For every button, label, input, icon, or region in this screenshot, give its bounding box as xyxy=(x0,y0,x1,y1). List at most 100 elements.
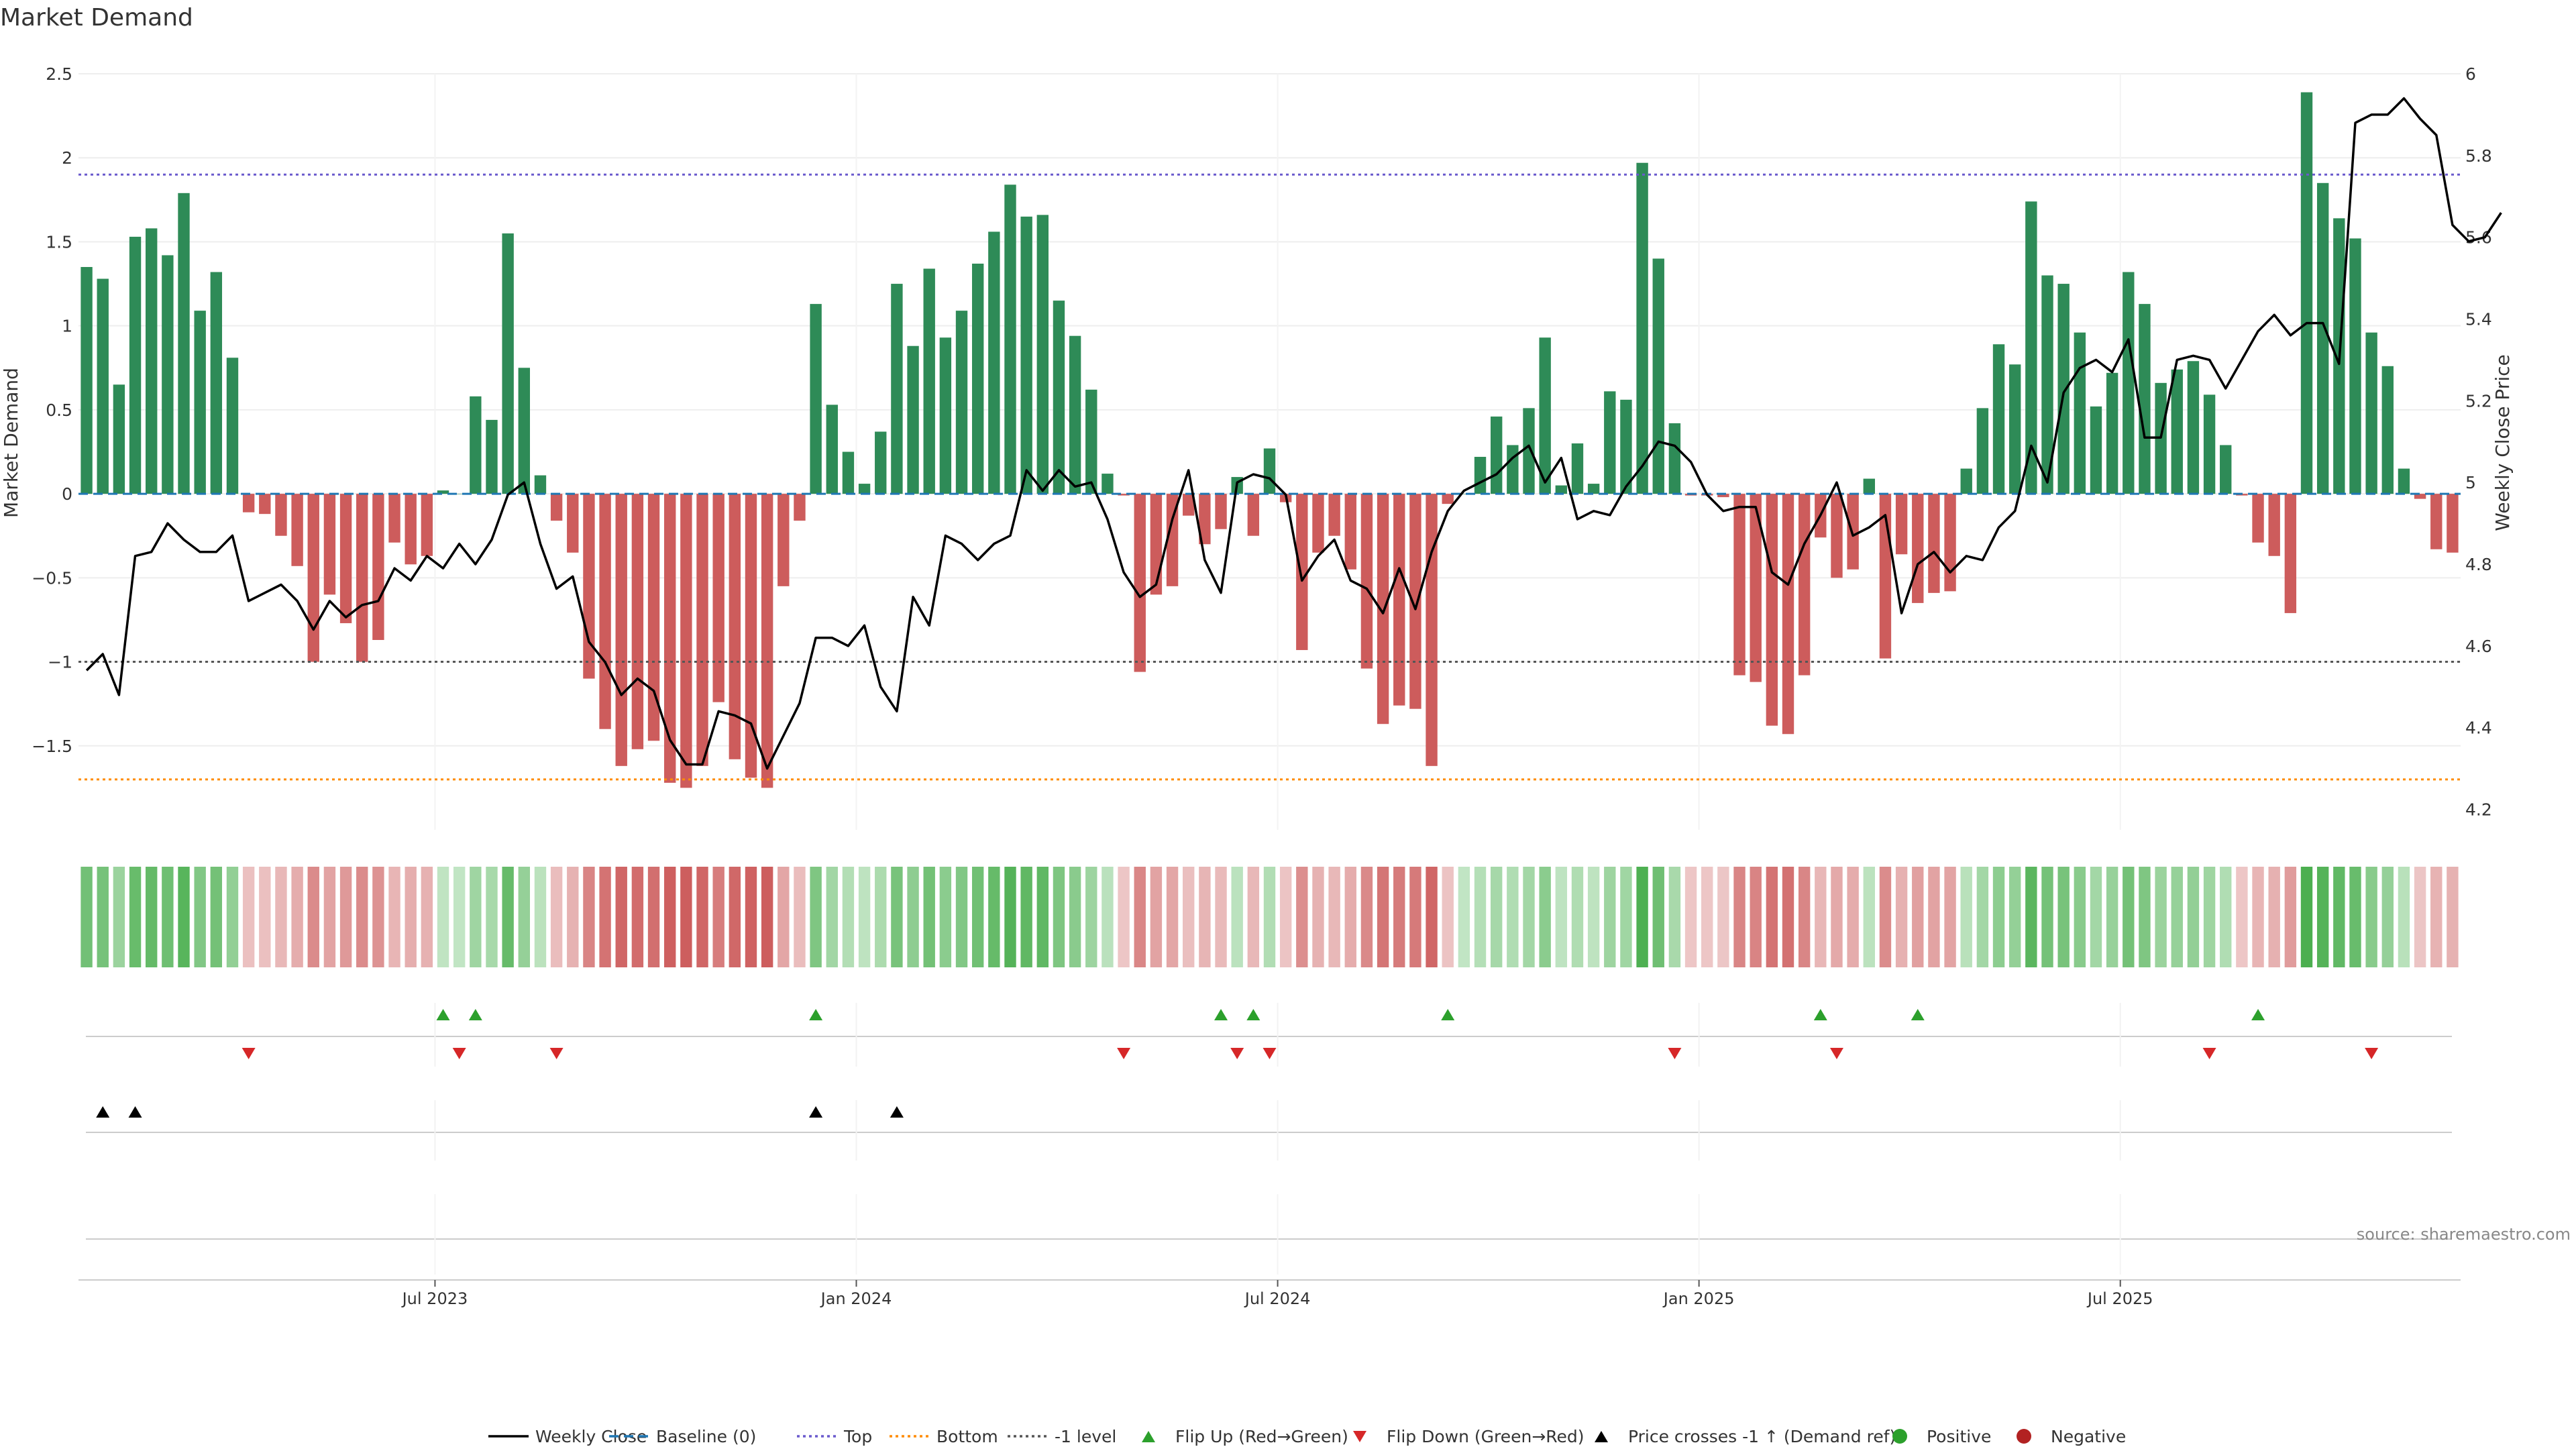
heat-cell xyxy=(1069,867,1081,967)
demand-bar xyxy=(486,419,498,494)
demand-bar xyxy=(1409,494,1421,709)
demand-bar xyxy=(226,358,239,494)
heat-cell xyxy=(226,867,239,967)
flip-up-marker xyxy=(2251,1009,2265,1020)
demand-bar xyxy=(1976,408,1989,494)
heat-cell xyxy=(1053,867,1065,967)
heat-cell xyxy=(810,867,822,967)
heat-cell xyxy=(858,867,871,967)
y2-axis-label: Weekly Close Price xyxy=(2491,354,2514,531)
demand-bar xyxy=(2381,366,2394,494)
heat-cell xyxy=(794,867,806,967)
demand-bar xyxy=(2414,494,2426,499)
heat-cell xyxy=(1636,867,1648,967)
demand-bars xyxy=(80,92,2459,788)
y2-tick-label: 4.2 xyxy=(2465,800,2492,820)
x-axis: Jul 2023 Jan 2024 Jul 2024 Jan 2025 Jul 2025 xyxy=(78,1279,2461,1308)
demand-bar xyxy=(113,384,125,494)
heat-cell xyxy=(1668,867,1681,967)
heat-cell xyxy=(988,867,1000,967)
heat-cell xyxy=(1474,867,1487,967)
demand-bar xyxy=(1085,389,1097,494)
demand-bar xyxy=(2268,494,2280,556)
price-line-group xyxy=(85,97,2502,770)
demand-bar xyxy=(2300,92,2313,494)
legend-swatch xyxy=(1892,1429,1907,1444)
heat-cell xyxy=(453,867,466,967)
heat-cell xyxy=(1004,867,1016,967)
x-tick-label: Jul 2024 xyxy=(1244,1289,1311,1308)
heat-cell xyxy=(2203,867,2216,967)
heat-cell xyxy=(1976,867,1989,967)
y-tick-label: 1.5 xyxy=(46,232,72,252)
heat-cell xyxy=(1215,867,1227,967)
y-tick-label: 0.5 xyxy=(46,400,72,420)
demand-bar xyxy=(1247,494,1260,536)
demand-bar xyxy=(810,304,822,494)
demand-bar xyxy=(647,494,660,741)
heat-cell xyxy=(583,867,595,967)
demand-bar xyxy=(421,494,433,556)
demand-bar xyxy=(1166,494,1179,586)
heat-cell xyxy=(1928,867,1940,967)
heat-cell xyxy=(146,867,158,967)
flip-up-marker xyxy=(1813,1009,1827,1020)
heat-cell xyxy=(567,867,579,967)
y-tick-label: −1.5 xyxy=(32,737,72,756)
flip-down-marker xyxy=(549,1048,564,1059)
heat-cell xyxy=(2123,867,2135,967)
heat-cell xyxy=(1360,867,1373,967)
heat-cell xyxy=(1199,867,1211,967)
legend-item: Bottom xyxy=(890,1427,998,1446)
x-tick-label: Jul 2023 xyxy=(401,1289,468,1308)
heat-cell xyxy=(2236,867,2248,967)
demand-bar xyxy=(907,345,919,494)
demand-bar xyxy=(842,451,855,494)
heat-cell xyxy=(2414,867,2426,967)
x-tick-label: Jan 2024 xyxy=(820,1289,892,1308)
y2-tick-label: 5.4 xyxy=(2465,310,2492,329)
heat-cell xyxy=(242,867,255,967)
demand-bar xyxy=(388,494,400,543)
heat-cell xyxy=(1604,867,1616,967)
demand-bar xyxy=(2057,284,2070,494)
flip-down-marker xyxy=(2202,1048,2216,1059)
legend-item: -1 level xyxy=(1008,1427,1116,1446)
y2-tick-label: 5.6 xyxy=(2465,228,2492,248)
legend-label: Flip Up (Red→Green) xyxy=(1175,1427,1348,1446)
x-tick-label: Jan 2025 xyxy=(1662,1289,1735,1308)
demand-bar xyxy=(583,494,595,679)
heat-cell xyxy=(194,867,206,967)
heat-cell xyxy=(2365,867,2377,967)
y-tick-label: 1 xyxy=(62,317,72,336)
heat-cell xyxy=(1717,867,1729,967)
demand-bar xyxy=(194,311,206,494)
heat-cell xyxy=(80,867,93,967)
y2-axis-ticks: 6 5.8 5.6 5.4 5.2 5 4.8 4.6 4.4 4.2 xyxy=(2465,64,2492,820)
demand-bar xyxy=(1393,494,1405,706)
heat-cell xyxy=(1879,867,1892,967)
heat-cell xyxy=(2041,867,2053,967)
legend-label: Price crosses -1 ↑ (Demand ref) xyxy=(1628,1427,1896,1446)
demand-bar xyxy=(2187,361,2200,494)
y-axis-ticks: 2.5 2 1.5 1 0.5 0 −0.5 −1 −1.5 xyxy=(32,64,72,756)
y2-tick-label: 4.6 xyxy=(2465,637,2492,656)
flip-down-marker xyxy=(1263,1048,1277,1059)
demand-bar xyxy=(1652,258,1664,494)
heat-cell xyxy=(1231,867,1243,967)
heat-cell xyxy=(178,867,190,967)
heat-cell xyxy=(2349,867,2361,967)
heat-cell xyxy=(1782,867,1794,967)
demand-bar xyxy=(1863,478,1875,494)
legend-label: Baseline (0) xyxy=(656,1427,756,1446)
heat-cell xyxy=(421,867,433,967)
heat-cell xyxy=(1296,867,1308,967)
legend-label: Negative xyxy=(2051,1427,2126,1446)
heat-cell xyxy=(162,867,174,967)
heat-cell xyxy=(2268,867,2280,967)
demand-bar xyxy=(1020,216,1032,494)
heat-cell xyxy=(777,867,790,967)
heat-cell xyxy=(696,867,708,967)
demand-bar xyxy=(470,396,482,494)
heat-cell xyxy=(2300,867,2313,967)
